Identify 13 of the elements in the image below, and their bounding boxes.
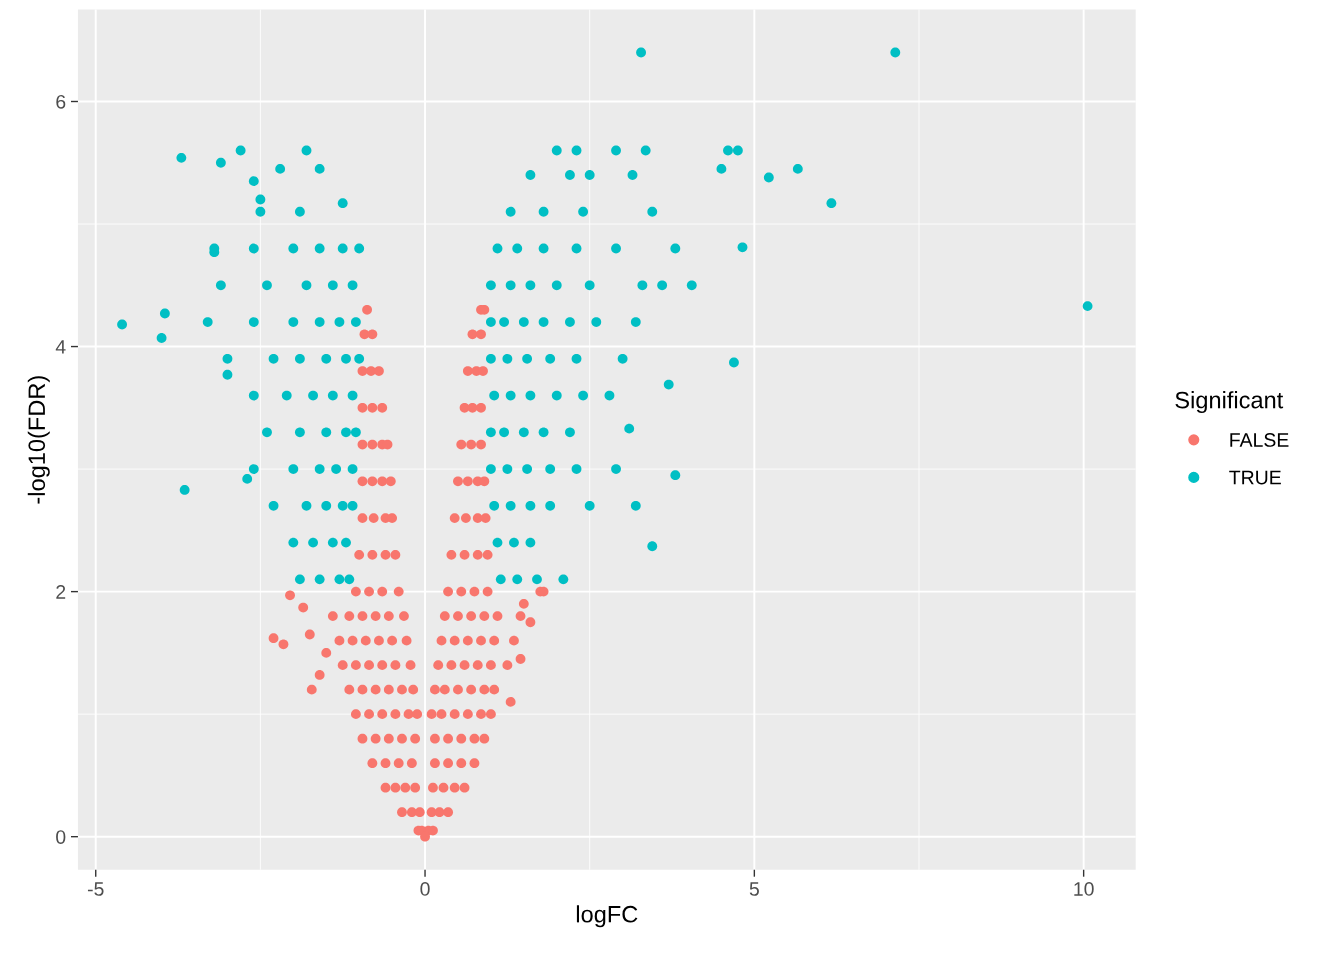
x-tick-label: 0 [420, 882, 430, 896]
y-tick-label: 0 [56, 830, 66, 844]
legend-label: TRUE [1229, 470, 1281, 485]
x-tick-label: 5 [749, 882, 759, 896]
y-tick-label: 6 [56, 94, 66, 109]
y-tick-label: 4 [55, 340, 66, 354]
x-axis-title: logFC [576, 905, 638, 928]
x-tick-label: 10 [1074, 882, 1094, 896]
y-axis-title: -log10(FDR) [27, 376, 50, 504]
legend-title: Significant [1175, 391, 1284, 414]
legend-label: FALSE [1230, 433, 1289, 447]
x-tick-label: -5 [87, 882, 104, 896]
y-tick-label: 2 [56, 585, 66, 599]
